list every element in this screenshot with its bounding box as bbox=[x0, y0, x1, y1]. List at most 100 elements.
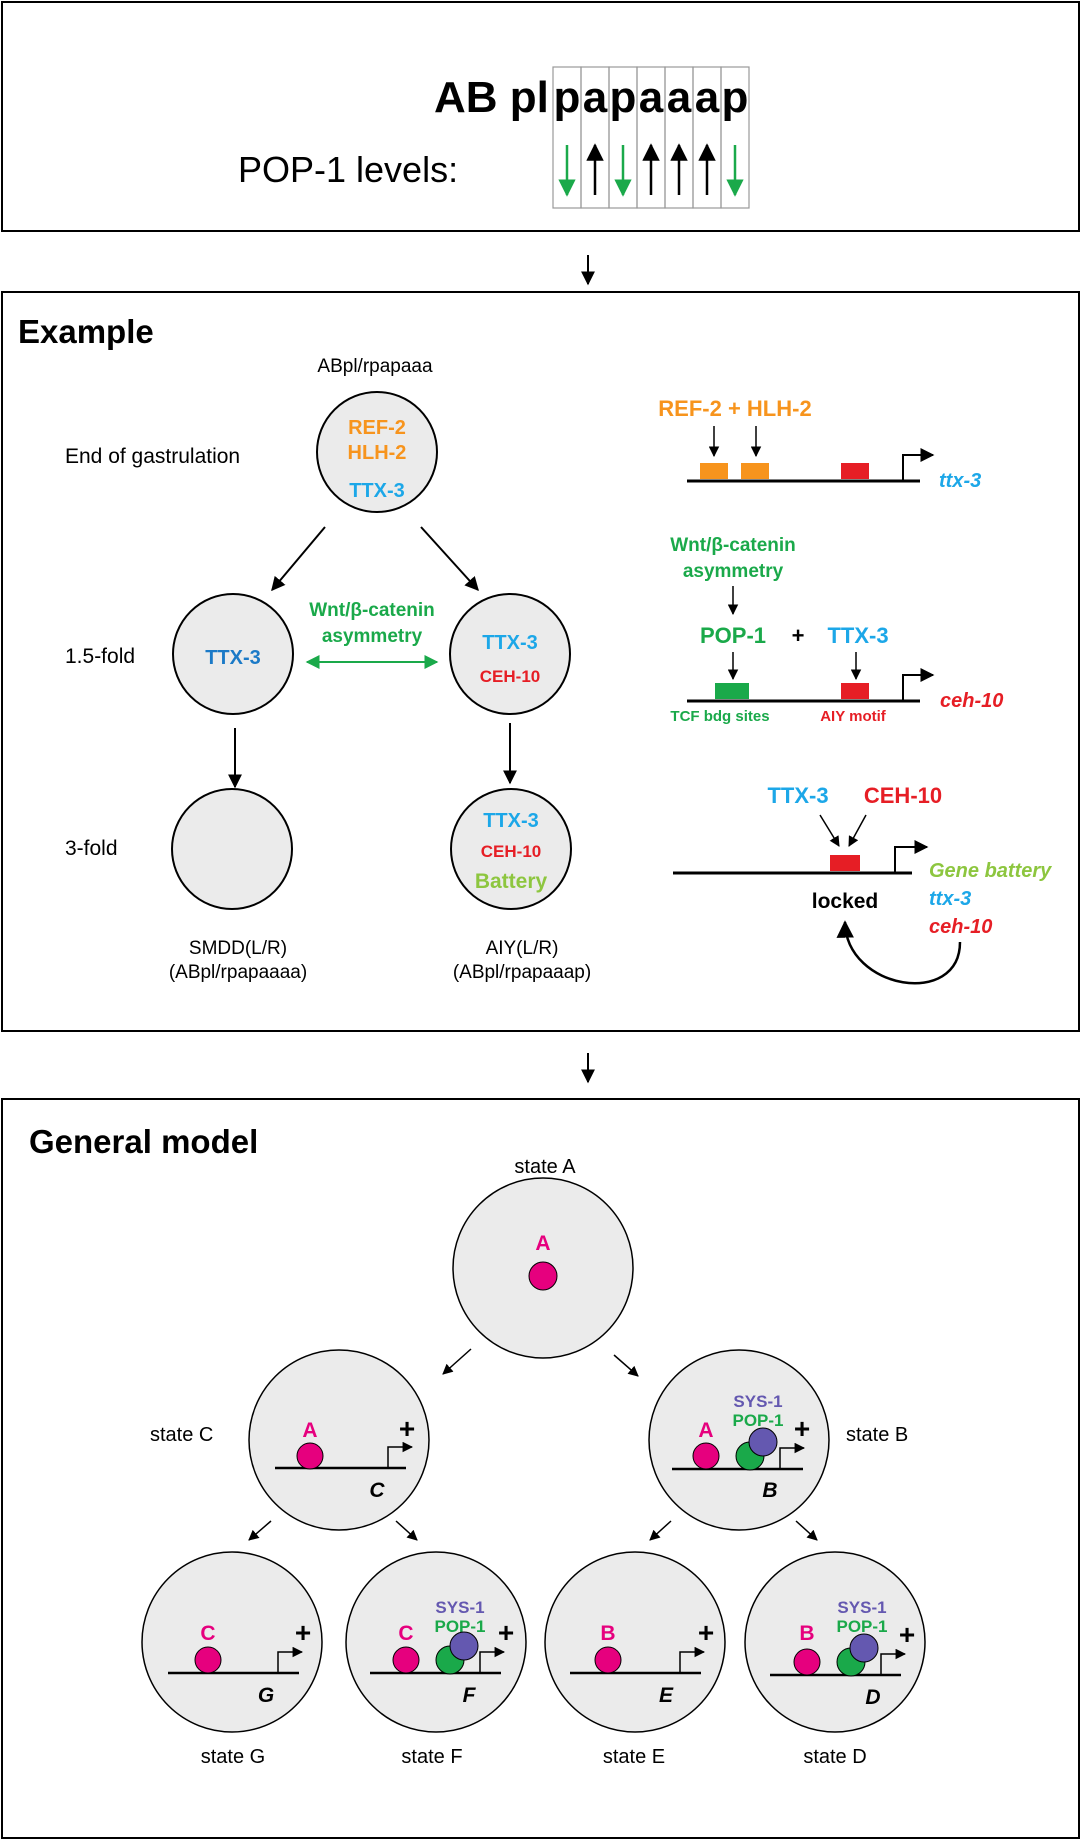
state-c-label: state C bbox=[150, 1424, 213, 1446]
cell-left-1-5-fold bbox=[172, 593, 294, 715]
cell-state-f bbox=[345, 1551, 527, 1733]
cell-state-g bbox=[141, 1551, 323, 1733]
pop1-label: POP-1 bbox=[434, 1617, 485, 1636]
pop1-levels-label: POP-1 levels: bbox=[238, 149, 458, 190]
lineage-arrow bbox=[442, 1348, 472, 1375]
promoter-arrow-icon bbox=[479, 1646, 506, 1673]
red-site-box bbox=[841, 463, 869, 479]
state-b-label: state B bbox=[846, 1424, 908, 1446]
ttx3-label: TTX-3 bbox=[827, 623, 888, 648]
pop1-label: POP-1 bbox=[836, 1617, 887, 1636]
cell-state-e bbox=[544, 1551, 726, 1733]
wnt-asymmetry-line1: Wnt/β-catenin bbox=[309, 600, 435, 621]
ceh10-label: CEH-10 bbox=[480, 667, 540, 686]
factor-a-icon bbox=[692, 1442, 720, 1470]
locked-label: locked bbox=[812, 890, 879, 913]
plus-sign: + bbox=[498, 1617, 514, 1648]
factor-a-label: A bbox=[698, 1419, 713, 1442]
stage-3-fold: 3-fold bbox=[65, 837, 118, 860]
state-f-label: state F bbox=[401, 1746, 462, 1768]
ttx3-label: TTX-3 bbox=[349, 480, 405, 502]
sys1-label: SYS-1 bbox=[837, 1598, 886, 1617]
promoter-arrow-icon bbox=[387, 1441, 414, 1468]
lineage-letter-7: p bbox=[722, 73, 749, 122]
stage-end-of-gastrulation: End of gastrulation bbox=[65, 445, 240, 468]
gene-e-label: E bbox=[659, 1684, 674, 1707]
cell-aiy bbox=[450, 788, 572, 910]
ttx3-gene-label: ttx-3 bbox=[939, 470, 981, 492]
example-lineage: ABpl/rpapaaa bbox=[317, 356, 433, 377]
ttx3-label: TTX-3 bbox=[482, 632, 538, 654]
smdd-name: SMDD(L/R) bbox=[189, 938, 287, 959]
plus-sign: + bbox=[698, 1617, 714, 1648]
ceh10-gene-label: ceh-10 bbox=[929, 916, 992, 938]
aiy-lineage: (ABpl/rpapaaap) bbox=[453, 962, 591, 983]
promoter-arrow-icon bbox=[902, 668, 935, 701]
lineage-letter-2: a bbox=[583, 73, 608, 122]
example-heading: Example bbox=[18, 313, 154, 350]
lineage-arrow bbox=[248, 1520, 272, 1541]
gene-g-label: G bbox=[258, 1684, 274, 1707]
ttx3-label: TTX-3 bbox=[767, 783, 828, 808]
cell-state-d bbox=[744, 1551, 926, 1733]
state-a-label: state A bbox=[514, 1156, 576, 1178]
lineage-arrow bbox=[613, 1354, 639, 1377]
grid-cell-7 bbox=[720, 66, 750, 209]
tcf-bdg-sites-label: TCF bdg sites bbox=[670, 708, 769, 725]
factor-c-icon bbox=[194, 1646, 222, 1674]
gene-b-label: B bbox=[762, 1479, 777, 1502]
ttx3-gene-label: ttx-3 bbox=[929, 888, 971, 910]
promoter-arrow-icon bbox=[779, 1442, 806, 1469]
cell-smdd bbox=[171, 788, 293, 910]
aiy-motif-box bbox=[841, 683, 869, 699]
gene-d-label: D bbox=[865, 1686, 880, 1709]
state-g-label: state G bbox=[201, 1746, 265, 1768]
sys1-label: SYS-1 bbox=[733, 1392, 782, 1411]
general-model-panel bbox=[1, 1098, 1080, 1839]
ref2-hlh2-factors: REF-2 + HLH-2 bbox=[658, 396, 811, 421]
factor-a-icon bbox=[296, 1442, 324, 1470]
pop1-label: POP-1 bbox=[700, 623, 766, 648]
wnt-line1: Wnt/β-catenin bbox=[670, 535, 796, 556]
factor-b-icon bbox=[594, 1646, 622, 1674]
tcf-site-box bbox=[715, 683, 749, 699]
autoregulation-loop-arrow bbox=[836, 920, 962, 985]
promoter-arrow-icon bbox=[894, 840, 929, 873]
binding-arrow-icon bbox=[819, 814, 840, 847]
factor-a-label: A bbox=[535, 1232, 550, 1255]
ref2-label: REF-2 bbox=[348, 417, 406, 439]
plus-sign: + bbox=[792, 623, 805, 648]
factor-a-label: A bbox=[302, 1419, 317, 1442]
promoter-arrow-icon bbox=[277, 1646, 304, 1673]
locked-battery-diagram: TTX-3 CEH-10 locked Gene battery ttx-3 c… bbox=[673, 783, 1052, 985]
promoter-arrow-icon bbox=[679, 1646, 706, 1673]
plus-sign: + bbox=[399, 1413, 415, 1444]
gene-c-label: C bbox=[369, 1479, 385, 1502]
gene-f-label: F bbox=[463, 1684, 477, 1707]
binding-arrow-icon bbox=[848, 814, 867, 847]
aiy-name: AIY(L/R) bbox=[486, 938, 559, 959]
factor-a-icon bbox=[528, 1261, 558, 1291]
ref2-site-box bbox=[700, 463, 728, 479]
general-model-heading: General model bbox=[29, 1123, 258, 1160]
cell-state-b bbox=[648, 1349, 830, 1531]
smdd-lineage: (ABpl/rpapaaaa) bbox=[169, 962, 307, 983]
battery-label: Battery bbox=[475, 870, 548, 893]
aiy-motif-label: AIY motif bbox=[820, 708, 887, 725]
lineage-arrow-left bbox=[271, 526, 326, 592]
wnt-line2: asymmetry bbox=[683, 561, 784, 582]
ttx3-label: TTX-3 bbox=[483, 810, 539, 832]
factor-b-icon bbox=[793, 1648, 821, 1676]
state-d-label: state D bbox=[803, 1746, 866, 1768]
lineage-letter-5: a bbox=[667, 73, 692, 122]
factor-c-label: C bbox=[200, 1622, 215, 1645]
ceh10-gene-label: ceh-10 bbox=[940, 690, 1003, 712]
promoter-arrow-icon bbox=[902, 448, 935, 481]
sys1-icon bbox=[849, 1633, 879, 1663]
ttx3-promoter-diagram: REF-2 + HLH-2 ttx-3 bbox=[658, 396, 981, 492]
wnt-asymmetry-line2: asymmetry bbox=[322, 626, 423, 647]
lineage-arrow bbox=[795, 1520, 818, 1541]
stage-1-5-fold: 1.5-fold bbox=[65, 645, 135, 668]
cell-right-1-5-fold bbox=[449, 593, 571, 715]
sys1-label: SYS-1 bbox=[435, 1598, 484, 1617]
